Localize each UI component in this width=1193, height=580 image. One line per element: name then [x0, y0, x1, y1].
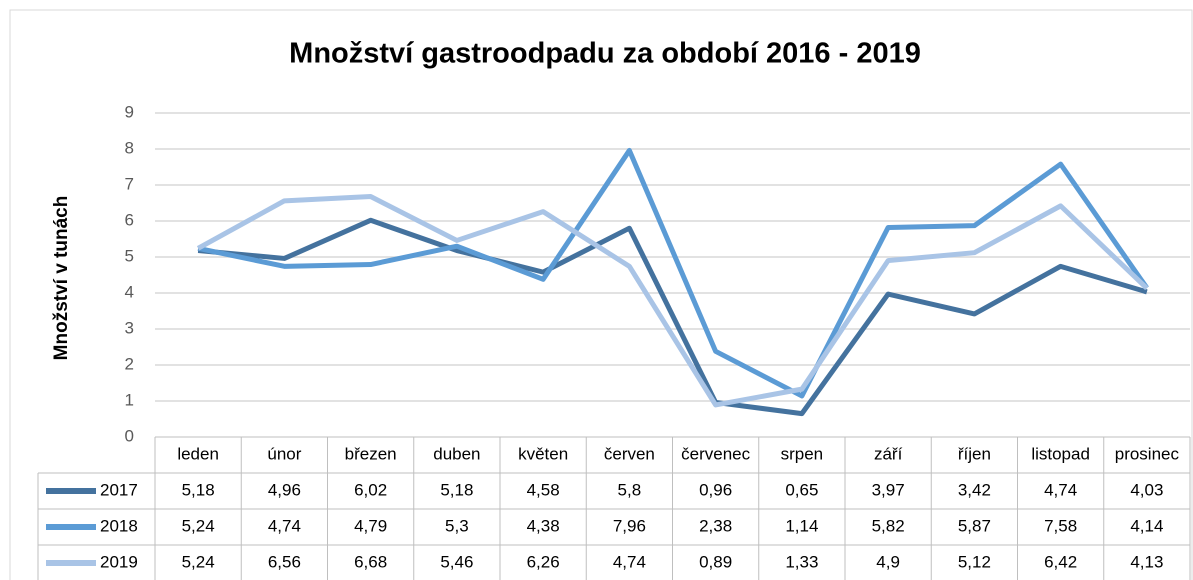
- table-value: 5,82: [872, 516, 905, 535]
- table-value: 4,9: [876, 552, 900, 571]
- x-tick-label: listopad: [1031, 444, 1090, 463]
- x-tick-label: srpen: [781, 444, 824, 463]
- y-tick-label: 6: [125, 210, 134, 229]
- table-value: 4,74: [613, 552, 646, 571]
- x-tick-label: duben: [433, 444, 480, 463]
- table-value: 3,42: [958, 480, 991, 499]
- table-value: 1,33: [785, 552, 818, 571]
- x-tick-label: září: [874, 444, 903, 463]
- table-value: 5,87: [958, 516, 991, 535]
- y-tick-label: 7: [125, 174, 134, 193]
- x-tick-label: říjen: [958, 444, 991, 463]
- table-value: 6,26: [527, 552, 560, 571]
- table-value: 6,68: [354, 552, 387, 571]
- table-value: 6,02: [354, 480, 387, 499]
- x-tick-label: květen: [518, 444, 568, 463]
- table-value: 5,18: [440, 480, 473, 499]
- y-tick-label: 2: [125, 354, 134, 373]
- table-value: 6,56: [268, 552, 301, 571]
- table-value: 3,97: [872, 480, 905, 499]
- y-tick-label: 1: [125, 390, 134, 409]
- series-line: [196, 194, 1149, 408]
- table-value: 5,24: [182, 552, 215, 571]
- x-tick-label: únor: [267, 444, 301, 463]
- legend-label: 2018: [100, 516, 138, 535]
- x-tick-label: prosinec: [1115, 444, 1180, 463]
- x-tick-label: červen: [604, 444, 655, 463]
- table-value: 4,74: [268, 516, 301, 535]
- table-value: 1,14: [785, 516, 818, 535]
- x-tick-label: červenec: [681, 444, 750, 463]
- table-value: 5,18: [182, 480, 215, 499]
- table-value: 4,96: [268, 480, 301, 499]
- table-value: 4,79: [354, 516, 387, 535]
- legend-label: 2017: [100, 480, 138, 499]
- table-value: 4,03: [1130, 480, 1163, 499]
- table-value: 6,42: [1044, 552, 1077, 571]
- table-value: 5,24: [182, 516, 215, 535]
- y-tick-label: 0: [125, 426, 134, 445]
- table-value: 4,38: [527, 516, 560, 535]
- table-value: 7,96: [613, 516, 646, 535]
- y-axis-label: Množství v tunách: [51, 196, 72, 361]
- table-value: 4,13: [1130, 552, 1163, 571]
- table-value: 5,8: [618, 480, 642, 499]
- table-value: 4,74: [1044, 480, 1077, 499]
- chart-title: Množství gastroodpadu za období 2016 - 2…: [289, 38, 921, 70]
- table-value: 4,58: [527, 480, 560, 499]
- y-tick-label: 4: [125, 282, 134, 301]
- table-value: 0,89: [699, 552, 732, 571]
- x-tick-label: leden: [177, 444, 219, 463]
- chart-border: [9, 9, 1193, 580]
- y-tick-label: 8: [125, 138, 134, 157]
- table-value: 7,58: [1044, 516, 1077, 535]
- table-value: 5,3: [445, 516, 469, 535]
- table-value: 0,65: [785, 480, 818, 499]
- series-line: [197, 217, 1148, 417]
- x-tick-label: březen: [345, 444, 397, 463]
- series-line: [197, 147, 1149, 399]
- legend-label: 2019: [100, 552, 138, 571]
- table-value: 0,96: [699, 480, 732, 499]
- table-value: 4,14: [1130, 516, 1163, 535]
- table-value: 5,12: [958, 552, 991, 571]
- y-tick-label: 3: [125, 318, 134, 337]
- y-tick-label: 9: [125, 102, 134, 121]
- table-value: 5,46: [440, 552, 473, 571]
- table-value: 2,38: [699, 516, 732, 535]
- y-tick-label: 5: [125, 246, 134, 265]
